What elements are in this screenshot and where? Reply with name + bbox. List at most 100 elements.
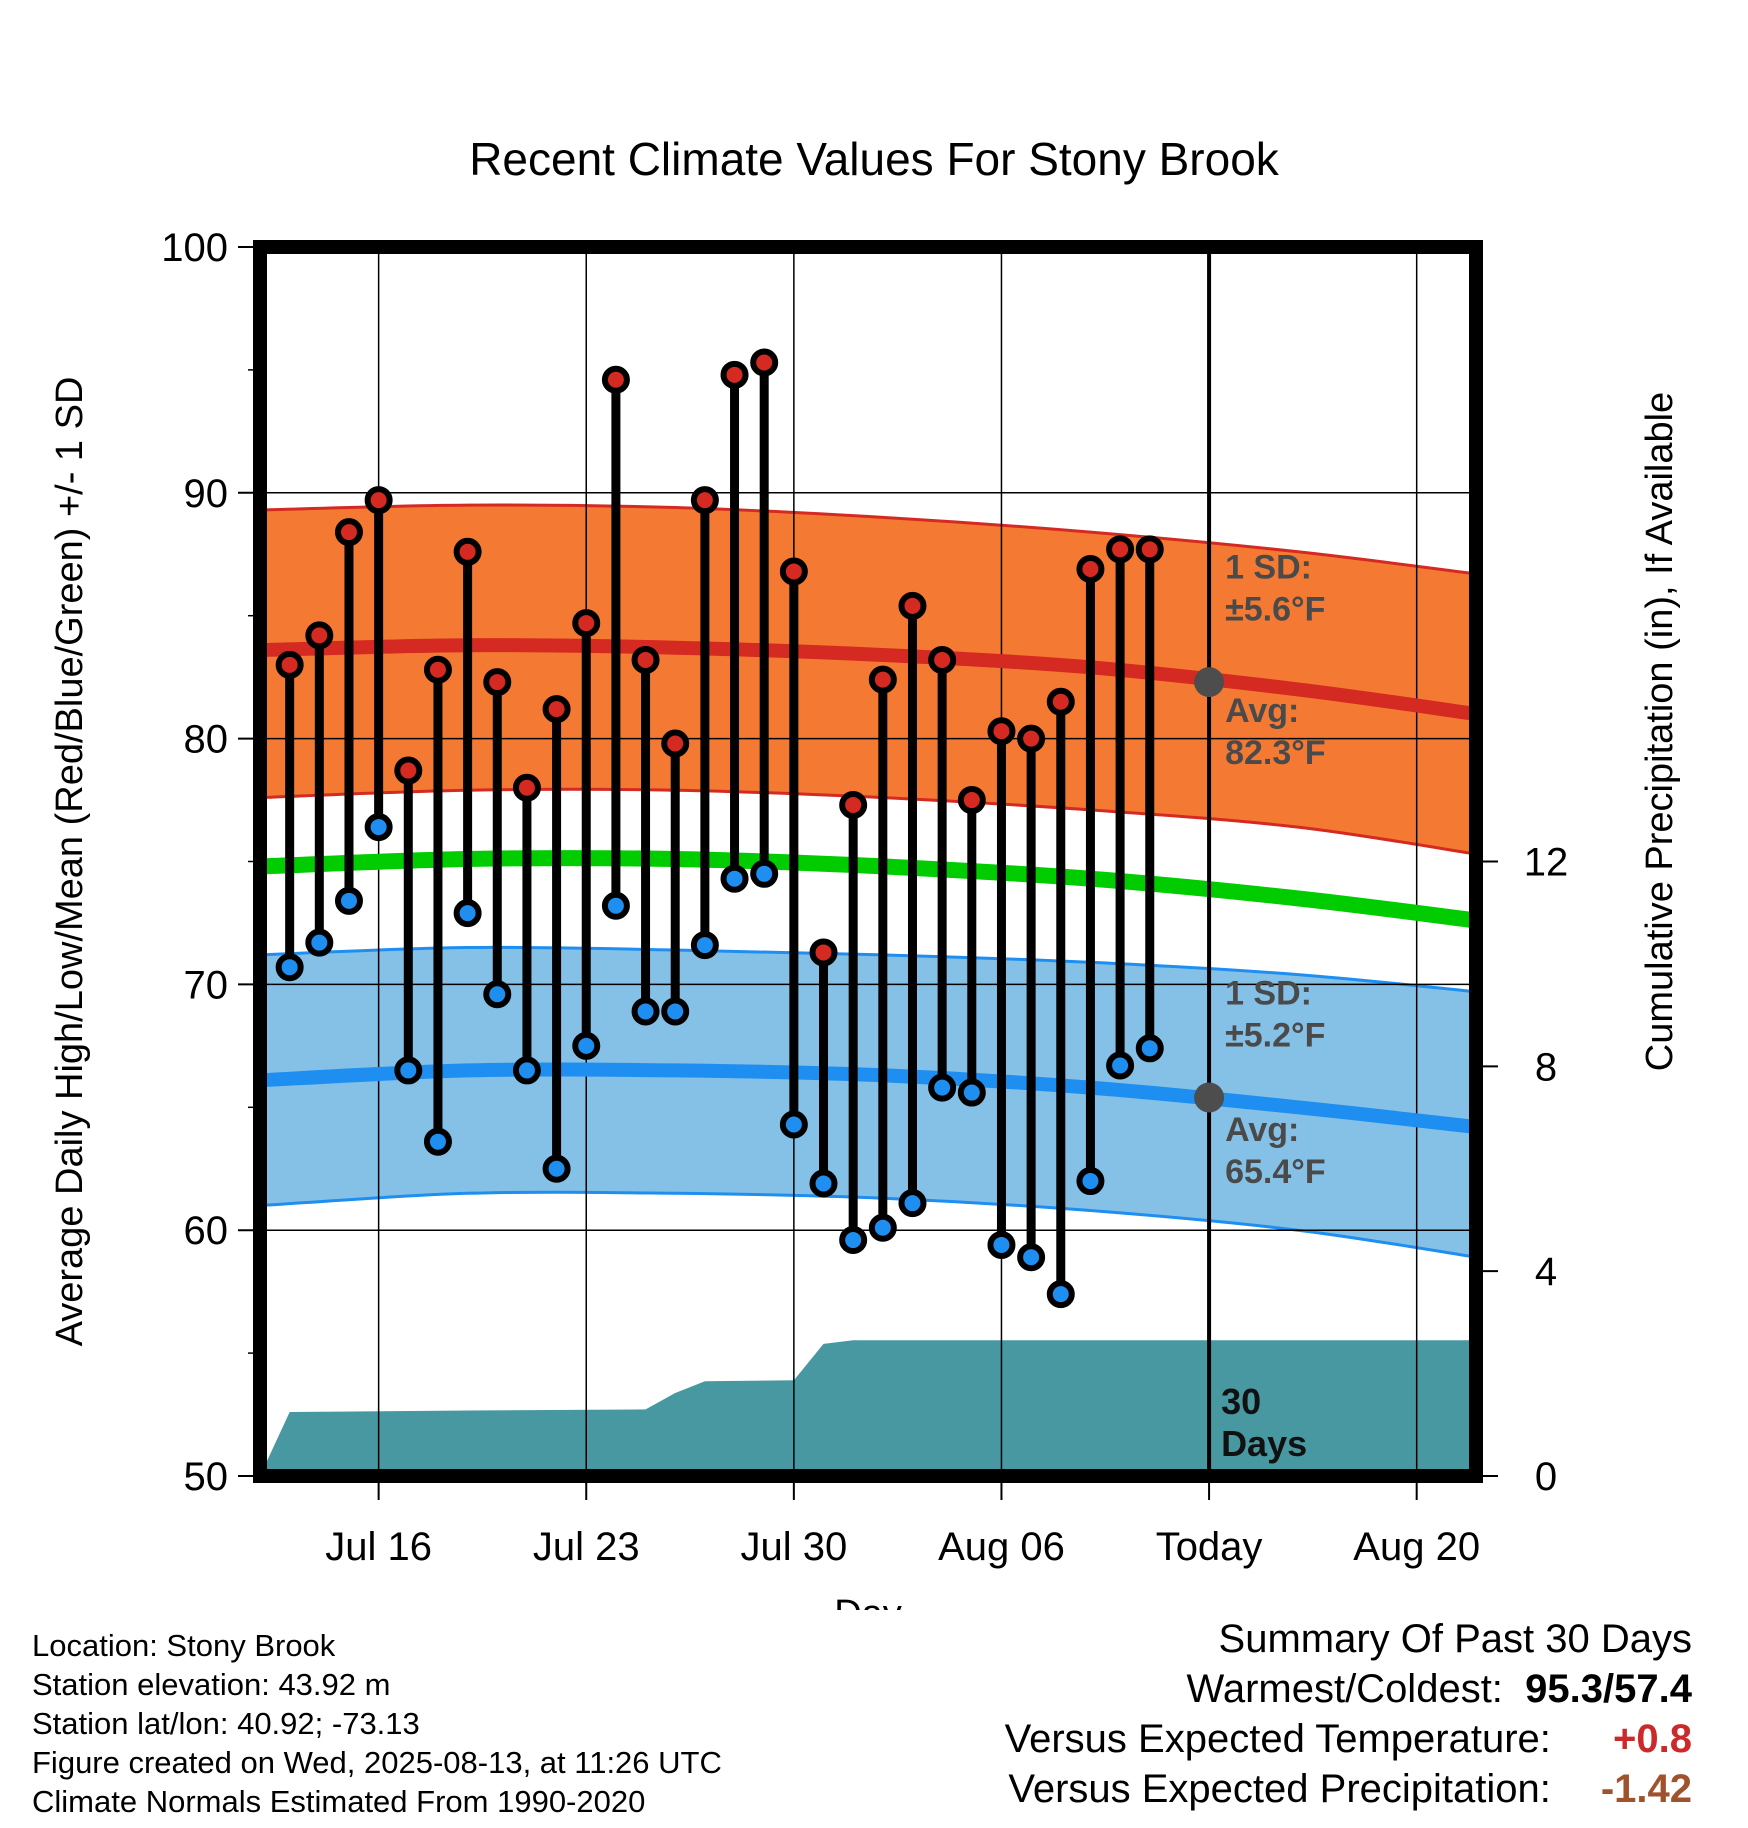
x-tick-label: Aug 06: [938, 1525, 1065, 1569]
high-sd-value: ±5.6°F: [1225, 590, 1325, 628]
daily-high-point: [809, 938, 838, 967]
daily-high-point: [661, 729, 690, 758]
summary-title: Summary Of Past 30 Days: [1218, 1617, 1692, 1661]
daily-high-point: [572, 609, 601, 638]
y-tick-label: 60: [184, 1209, 229, 1253]
coldest-value: 57.4: [1614, 1667, 1692, 1711]
daily-high-point: [1076, 554, 1105, 583]
daily-low-point: [572, 1031, 601, 1060]
high-sd-label: 1 SD:: [1225, 548, 1312, 586]
daily-high-point: [839, 790, 868, 819]
annotations: 1 SD: ±5.6°F Avg: 82.3°F 1 SD: ±5.2°F Avg: 65.4…: [1221, 548, 1326, 1464]
daily-low-point: [483, 980, 512, 1009]
daily-high-point: [394, 756, 423, 785]
y-tick-label: 100: [161, 226, 228, 270]
daily-high-low-series: [275, 348, 1164, 1309]
x-tick-label: Jul 16: [325, 1525, 432, 1569]
temp-value: +0.8: [1613, 1717, 1692, 1761]
daily-high-point: [720, 360, 749, 389]
daily-low-point: [305, 928, 334, 957]
elevation-text: Station elevation: 43.92 m: [32, 1667, 391, 1702]
x-tick-label: Jul 23: [533, 1525, 640, 1569]
daily-high-point: [868, 665, 897, 694]
y2-tick-label: 4: [1535, 1250, 1557, 1294]
daily-high-point: [512, 773, 541, 802]
daily-high-point: [364, 486, 393, 515]
daily-low-point: [512, 1056, 541, 1085]
x-axis-label: Day: [834, 1593, 902, 1610]
daily-low-point: [631, 997, 660, 1026]
x-tick-label: Aug 20: [1353, 1525, 1480, 1569]
axes: 50 60 70 80 90 100 0 4 8 12 Jul 16 Jul 23 Jul 30 Aug …: [161, 226, 1568, 1569]
daily-low-point: [334, 886, 363, 915]
period-label-number: 30: [1221, 1381, 1261, 1422]
daily-high-point: [898, 591, 927, 620]
daily-high-point: [779, 557, 808, 586]
daily-low-point: [1106, 1051, 1135, 1080]
daily-high-point: [1046, 687, 1075, 716]
daily-high-point: [957, 786, 986, 815]
chart-title: Recent Climate Values For Stony Brook: [469, 133, 1280, 185]
daily-low-point: [957, 1078, 986, 1107]
daily-high-point: [334, 518, 363, 547]
daily-high-point: [453, 537, 482, 566]
y2-tick-label: 12: [1524, 841, 1569, 885]
warm-cold-label: Warmest/Coldest:: [1186, 1667, 1503, 1711]
daily-low-point: [1017, 1243, 1046, 1272]
warmest-value: 95.3: [1525, 1667, 1604, 1711]
temp-label: Versus Expected Temperature:: [1004, 1717, 1551, 1761]
daily-low-point: [394, 1056, 423, 1085]
daily-high-point: [1106, 535, 1135, 564]
daily-low-point: [809, 1169, 838, 1198]
high-sd-upper-edge: [259, 503, 1477, 576]
daily-high-point: [690, 486, 719, 515]
daily-high-point: [483, 668, 512, 697]
today-avg-low-dot: [1194, 1082, 1225, 1113]
warm-cold-row: Warmest/Coldest: 95.3/57.4: [1005, 1664, 1692, 1714]
location-text: Location: Stony Brook: [32, 1628, 336, 1663]
daily-low-point: [453, 899, 482, 928]
normals-text: Climate Normals Estimated From 1990-2020: [32, 1784, 646, 1819]
y2-tick-label: 0: [1535, 1455, 1557, 1499]
daily-high-point: [631, 645, 660, 674]
high-avg-value: 82.3°F: [1225, 734, 1326, 772]
daily-low-point: [690, 931, 719, 960]
daily-low-point: [898, 1189, 927, 1218]
warm-cold-separator: /: [1603, 1667, 1615, 1711]
daily-low-point: [1135, 1034, 1164, 1063]
daily-low-point: [661, 997, 690, 1026]
y2-axis-label: Cumulative Precipitation (in), If Availa…: [1639, 392, 1681, 1071]
period-label-unit: Days: [1221, 1423, 1307, 1464]
y2-tick-label: 8: [1535, 1045, 1557, 1089]
daily-low-point: [601, 891, 630, 920]
daily-low-point: [987, 1230, 1016, 1259]
x-tick-label: Today: [1156, 1525, 1263, 1569]
daily-low-point: [423, 1127, 452, 1156]
summary-panel: Summary Of Past 30 Days Warmest/Coldest:…: [1005, 1614, 1692, 1814]
low-avg-value: 65.4°F: [1225, 1153, 1326, 1191]
daily-high-point: [987, 717, 1016, 746]
daily-low-point: [868, 1213, 897, 1242]
y-tick-label: 50: [184, 1455, 229, 1499]
x-tick-label: Jul 30: [740, 1525, 847, 1569]
daily-low-point: [928, 1073, 957, 1102]
temp-row: Versus Expected Temperature: +0.8: [1005, 1714, 1692, 1764]
daily-low-point: [750, 859, 779, 888]
daily-low-point: [720, 864, 749, 893]
daily-low-point: [779, 1110, 808, 1139]
daily-low-point: [1076, 1167, 1105, 1196]
daily-high-point: [928, 645, 957, 674]
daily-high-point: [750, 348, 779, 377]
precip-cumulative-area: [260, 1340, 1476, 1476]
precip-label: Versus Expected Precipitation:: [1008, 1767, 1551, 1811]
daily-high-point: [423, 655, 452, 684]
low-sd-label: 1 SD:: [1225, 974, 1312, 1012]
precip-row: Versus Expected Precipitation: -1.42: [1005, 1764, 1692, 1814]
today-avg-high-dot: [1194, 667, 1225, 698]
low-avg-label: Avg:: [1225, 1111, 1299, 1149]
precipitation-area: [260, 1340, 1476, 1476]
low-sd-value: ±5.2°F: [1225, 1016, 1325, 1054]
daily-low-point: [275, 953, 304, 982]
created-text: Figure created on Wed, 2025-08-13, at 11…: [32, 1745, 722, 1780]
daily-high-point: [601, 365, 630, 394]
